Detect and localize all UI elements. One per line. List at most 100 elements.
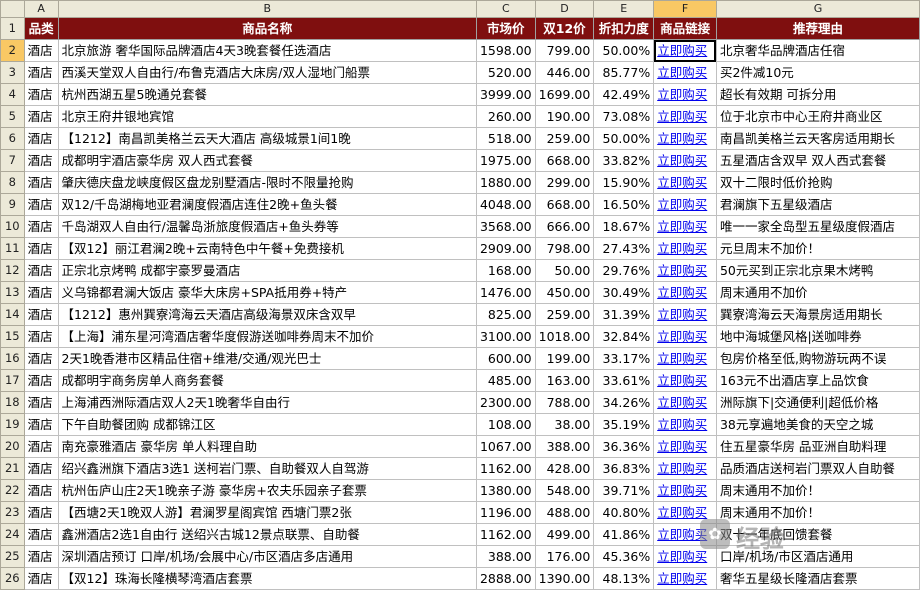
- buy-now-link[interactable]: 立即购买: [657, 351, 708, 366]
- cell-reason[interactable]: 周末通用不加价！: [715, 479, 920, 502]
- cell-market-price[interactable]: 825.00: [475, 303, 536, 326]
- cell-link[interactable]: 立即购买: [653, 523, 717, 546]
- cell-category[interactable]: 酒店: [23, 545, 59, 568]
- cell-category[interactable]: 酒店: [23, 567, 59, 590]
- cell-name[interactable]: 【西塘2天1晚双人游】君澜罗星阁宾馆 西塘门票2张: [57, 501, 477, 524]
- cell-category[interactable]: 酒店: [23, 259, 59, 282]
- cell-category[interactable]: 酒店: [23, 127, 59, 150]
- cell-discount[interactable]: 42.49%: [593, 83, 655, 106]
- buy-now-link[interactable]: 立即购买: [657, 307, 708, 322]
- cell-sale-price[interactable]: 548.00: [534, 479, 595, 502]
- cell-sale-price[interactable]: 798.00: [534, 237, 595, 260]
- cell-market-price[interactable]: 2300.00: [475, 391, 536, 414]
- cell-discount[interactable]: 34.26%: [593, 391, 655, 414]
- cell-sale-price[interactable]: 799.00: [534, 39, 595, 62]
- cell-sale-price[interactable]: 1699.00: [534, 83, 595, 106]
- buy-now-link[interactable]: 立即购买: [657, 527, 708, 542]
- cell-link[interactable]: 立即购买: [653, 567, 717, 590]
- column-header-b[interactable]: B: [57, 0, 477, 18]
- buy-now-link[interactable]: 立即购买: [657, 439, 708, 454]
- cell-link[interactable]: 立即购买: [653, 457, 717, 480]
- cell-reason[interactable]: 巽寮湾海云天海景房适用期长: [715, 303, 920, 326]
- buy-now-link[interactable]: 立即购买: [657, 153, 708, 168]
- cell-sale-price[interactable]: 38.00: [534, 413, 595, 436]
- cell-name[interactable]: 鑫洲酒店2选1自由行 送绍兴古城12景点联票、自助餐: [57, 523, 477, 546]
- header-market-price[interactable]: 市场价: [475, 17, 536, 40]
- cell-category[interactable]: 酒店: [23, 457, 59, 480]
- cell-sale-price[interactable]: 788.00: [534, 391, 595, 414]
- column-header-c[interactable]: C: [475, 0, 536, 18]
- cell-category[interactable]: 酒店: [23, 83, 59, 106]
- cell-reason[interactable]: 口岸/机场/市区酒店通用: [715, 545, 920, 568]
- cell-discount[interactable]: 50.00%: [593, 127, 655, 150]
- cell-name[interactable]: 绍兴鑫洲旗下酒店3选1 送柯岩门票、自助餐双人自驾游: [57, 457, 477, 480]
- cell-market-price[interactable]: 518.00: [475, 127, 536, 150]
- cell-sale-price[interactable]: 666.00: [534, 215, 595, 238]
- cell-market-price[interactable]: 1162.00: [475, 523, 536, 546]
- cell-market-price[interactable]: 2888.00: [475, 567, 536, 590]
- cell-link[interactable]: 立即购买: [653, 479, 717, 502]
- cell-discount[interactable]: 31.39%: [593, 303, 655, 326]
- cell-reason[interactable]: 南昌凯美格兰云天客房适用期长: [715, 127, 920, 150]
- cell-reason[interactable]: 位于北京市中心王府井商业区: [715, 105, 920, 128]
- cell-sale-price[interactable]: 1390.00: [534, 567, 595, 590]
- row-header[interactable]: 22: [0, 479, 25, 502]
- row-header[interactable]: 23: [0, 501, 25, 524]
- cell-discount[interactable]: 35.19%: [593, 413, 655, 436]
- cell-reason[interactable]: 奢华五星级长隆酒店套票: [715, 567, 920, 590]
- cell-discount[interactable]: 16.50%: [593, 193, 655, 216]
- cell-market-price[interactable]: 600.00: [475, 347, 536, 370]
- column-header-a[interactable]: A: [23, 0, 59, 18]
- buy-now-link[interactable]: 立即购买: [657, 87, 708, 102]
- buy-now-link[interactable]: 立即购买: [657, 43, 708, 58]
- row-header[interactable]: 2: [0, 39, 25, 62]
- cell-link[interactable]: 立即购买: [653, 347, 717, 370]
- row-header[interactable]: 9: [0, 193, 25, 216]
- column-header-g[interactable]: G: [715, 0, 920, 18]
- cell-discount[interactable]: 33.17%: [593, 347, 655, 370]
- cell-sale-price[interactable]: 299.00: [534, 171, 595, 194]
- cell-reason[interactable]: 买2件减10元: [715, 61, 920, 84]
- cell-category[interactable]: 酒店: [23, 281, 59, 304]
- cell-name[interactable]: 【上海】浦东星河湾酒店奢华度假游送咖啡券周末不加价: [57, 325, 477, 348]
- cell-name[interactable]: 2天1晚香港市区精品住宿+维港/交通/观光巴士: [57, 347, 477, 370]
- cell-market-price[interactable]: 1162.00: [475, 457, 536, 480]
- row-header[interactable]: 4: [0, 83, 25, 106]
- cell-reason[interactable]: 君澜旗下五星级酒店: [715, 193, 920, 216]
- cell-name[interactable]: 北京王府井银地宾馆: [57, 105, 477, 128]
- buy-now-link[interactable]: 立即购买: [657, 241, 708, 256]
- cell-reason[interactable]: 北京奢华品牌酒店任宿: [715, 39, 920, 62]
- cell-discount[interactable]: 50.00%: [593, 39, 655, 62]
- cell-link[interactable]: 立即购买: [653, 281, 717, 304]
- buy-now-link[interactable]: 立即购买: [657, 461, 708, 476]
- row-header[interactable]: 1: [0, 17, 25, 40]
- cell-category[interactable]: 酒店: [23, 39, 59, 62]
- cell-reason[interactable]: 38元享遍地美食的天空之城: [715, 413, 920, 436]
- cell-discount[interactable]: 36.36%: [593, 435, 655, 458]
- cell-name[interactable]: 杭州缶庐山庄2天1晚亲子游 豪华房+农夫乐园亲子套票: [57, 479, 477, 502]
- row-header[interactable]: 18: [0, 391, 25, 414]
- cell-name[interactable]: 西溪天堂双人自由行/布鲁克酒店大床房/双人湿地门船票: [57, 61, 477, 84]
- buy-now-link[interactable]: 立即购买: [657, 395, 708, 410]
- cell-name[interactable]: 【1212】惠州巽寮湾海云天酒店高级海景双床含双早: [57, 303, 477, 326]
- cell-reason[interactable]: 唯一一家全岛型五星级度假酒店: [715, 215, 920, 238]
- cell-sale-price[interactable]: 488.00: [534, 501, 595, 524]
- cell-category[interactable]: 酒店: [23, 215, 59, 238]
- cell-name[interactable]: 深圳酒店预订 口岸/机场/会展中心/市区酒店多店通用: [57, 545, 477, 568]
- cell-reason[interactable]: 超长有效期 可拆分用: [715, 83, 920, 106]
- cell-market-price[interactable]: 1476.00: [475, 281, 536, 304]
- cell-category[interactable]: 酒店: [23, 193, 59, 216]
- cell-link[interactable]: 立即购买: [653, 501, 717, 524]
- row-header[interactable]: 8: [0, 171, 25, 194]
- cell-sale-price[interactable]: 446.00: [534, 61, 595, 84]
- cell-reason[interactable]: 周末通用不加价！: [715, 501, 920, 524]
- cell-link[interactable]: 立即购买: [653, 325, 717, 348]
- row-header[interactable]: 5: [0, 105, 25, 128]
- cell-market-price[interactable]: 1067.00: [475, 435, 536, 458]
- cell-name[interactable]: 正宗北京烤鸭 成都宇豪罗曼酒店: [57, 259, 477, 282]
- cell-category[interactable]: 酒店: [23, 61, 59, 84]
- cell-discount[interactable]: 36.83%: [593, 457, 655, 480]
- header-sale-price[interactable]: 双12价: [534, 17, 595, 40]
- cell-sale-price[interactable]: 388.00: [534, 435, 595, 458]
- cell-reason[interactable]: 元旦周末不加价！: [715, 237, 920, 260]
